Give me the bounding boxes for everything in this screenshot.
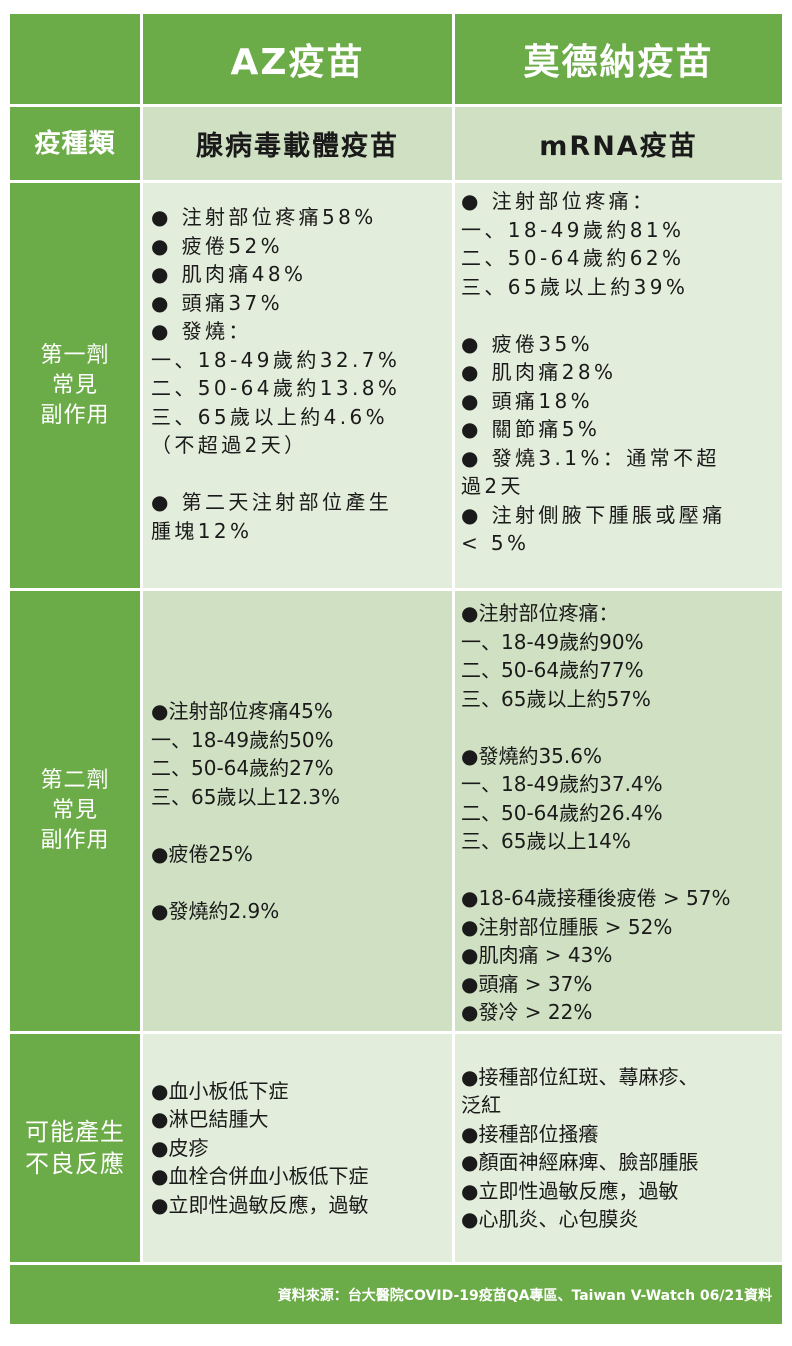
source-footer: 資料來源：台大醫院COVID-19疫苗QA專區、Taiwan V-Watch 0… <box>10 1265 782 1324</box>
second-dose-moderna-effects: ●注射部位疼痛： 一、18-49歲約90% 二、50-64歲約77% 三、65歲… <box>455 591 782 1031</box>
adverse-az: ●血小板低下症 ●淋巴結腫大 ●皮疹 ●血栓合併血小板低下症 ●立即性過敏反應，… <box>143 1034 452 1262</box>
row-label-adverse-reactions: 可能產生 不良反應 <box>10 1034 140 1262</box>
header-corner-cell <box>10 14 140 104</box>
second-dose-az-effects: ●注射部位疼痛45% 一、18-49歲約50% 二、50-64歲約27% 三、6… <box>143 591 452 1031</box>
vaccine-type-moderna: mRNA疫苗 <box>455 107 782 180</box>
row-label-first-dose: 第一劑 常見 副作用 <box>10 183 140 588</box>
column-header-moderna: 莫德納疫苗 <box>455 14 782 104</box>
first-dose-az-effects: ● 注射部位疼痛58% ● 疲倦52% ● 肌肉痛48% ● 頭痛37% ● 發… <box>143 183 452 588</box>
row-label-vaccine-type: 疫種類 <box>10 107 140 180</box>
vaccine-comparison-table: AZ疫苗 莫德納疫苗 疫種類 腺病毒載體疫苗 mRNA疫苗 第一劑 常見 副作用… <box>10 14 782 1324</box>
row-label-second-dose: 第二劑 常見 副作用 <box>10 591 140 1031</box>
first-dose-moderna-effects: ● 注射部位疼痛： 一、18-49歲約81% 二、50-64歲約62% 三、65… <box>455 183 782 588</box>
adverse-moderna: ●接種部位紅斑、蕁麻疹、 泛紅 ●接種部位搔癢 ●顏面神經麻痺、臉部腫脹 ●立即… <box>455 1034 782 1262</box>
vaccine-type-az: 腺病毒載體疫苗 <box>143 107 452 180</box>
column-header-az: AZ疫苗 <box>143 14 452 104</box>
